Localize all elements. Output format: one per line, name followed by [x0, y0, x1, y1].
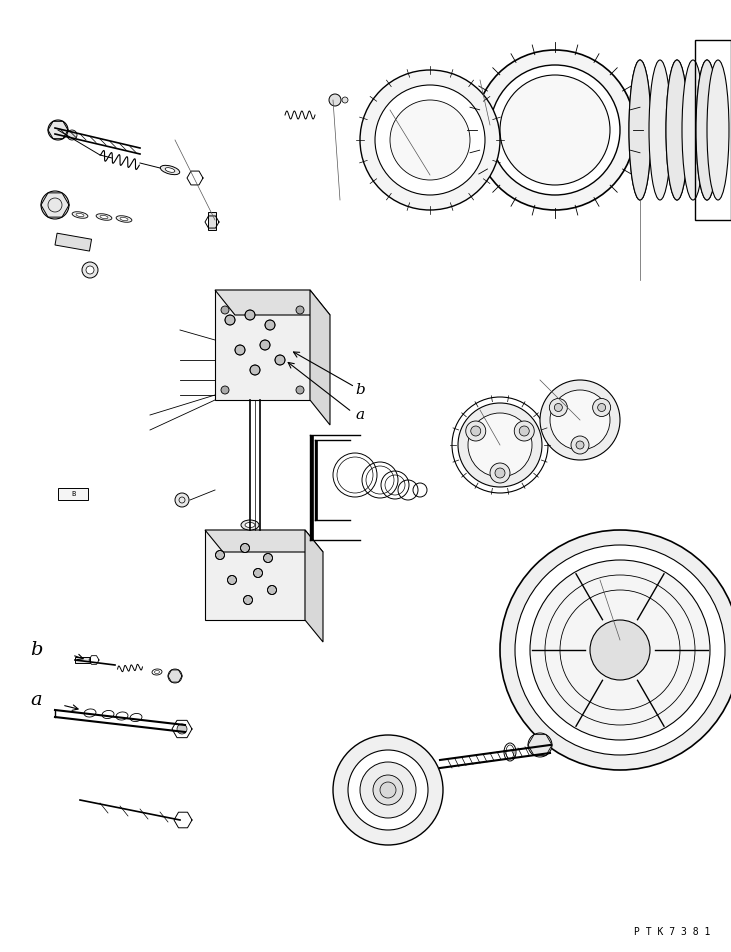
- Circle shape: [243, 596, 252, 605]
- Circle shape: [245, 310, 255, 320]
- Polygon shape: [305, 530, 323, 642]
- Ellipse shape: [629, 60, 651, 200]
- Text: P T K 7 3 8 1: P T K 7 3 8 1: [634, 927, 710, 937]
- Circle shape: [490, 65, 620, 195]
- Polygon shape: [205, 530, 323, 552]
- Circle shape: [475, 50, 635, 210]
- Ellipse shape: [245, 523, 255, 527]
- Bar: [310, 435, 313, 540]
- Circle shape: [550, 390, 610, 450]
- Polygon shape: [215, 290, 310, 400]
- Circle shape: [275, 355, 285, 365]
- Circle shape: [41, 191, 69, 219]
- Circle shape: [240, 544, 249, 552]
- Ellipse shape: [649, 60, 671, 200]
- Circle shape: [268, 585, 276, 594]
- Circle shape: [216, 550, 224, 560]
- Polygon shape: [215, 290, 330, 315]
- Circle shape: [296, 306, 304, 314]
- Text: b: b: [355, 383, 365, 397]
- Circle shape: [260, 340, 270, 350]
- Circle shape: [554, 404, 562, 411]
- Polygon shape: [310, 290, 330, 425]
- Text: a: a: [30, 691, 42, 709]
- Ellipse shape: [116, 216, 132, 222]
- Circle shape: [333, 735, 443, 845]
- Circle shape: [490, 463, 510, 483]
- Ellipse shape: [76, 213, 84, 217]
- Ellipse shape: [96, 214, 112, 220]
- Circle shape: [360, 762, 416, 818]
- Circle shape: [227, 576, 237, 585]
- Circle shape: [598, 404, 606, 411]
- Circle shape: [82, 262, 98, 278]
- Circle shape: [177, 724, 187, 734]
- Circle shape: [500, 75, 610, 185]
- Ellipse shape: [100, 215, 108, 219]
- Ellipse shape: [696, 60, 718, 200]
- Circle shape: [380, 782, 396, 798]
- Ellipse shape: [666, 60, 688, 200]
- Circle shape: [519, 426, 529, 436]
- Circle shape: [528, 733, 552, 757]
- Ellipse shape: [682, 60, 704, 200]
- Circle shape: [67, 130, 77, 140]
- Bar: [208, 212, 216, 230]
- Circle shape: [571, 436, 589, 454]
- Circle shape: [540, 380, 620, 460]
- Circle shape: [390, 100, 470, 180]
- Circle shape: [458, 403, 542, 487]
- Ellipse shape: [160, 166, 180, 174]
- Bar: [58, 488, 88, 500]
- Circle shape: [514, 421, 534, 441]
- Circle shape: [175, 493, 189, 507]
- Bar: [695, 40, 731, 220]
- Circle shape: [225, 315, 235, 325]
- Circle shape: [576, 441, 584, 449]
- Ellipse shape: [120, 217, 128, 221]
- Ellipse shape: [72, 211, 88, 218]
- Circle shape: [265, 320, 275, 330]
- Bar: [75, 657, 90, 663]
- Circle shape: [495, 468, 505, 478]
- Circle shape: [593, 399, 610, 417]
- Circle shape: [86, 266, 94, 274]
- Circle shape: [263, 553, 273, 563]
- Circle shape: [500, 530, 731, 770]
- Ellipse shape: [666, 60, 688, 200]
- Circle shape: [168, 669, 182, 683]
- Circle shape: [373, 775, 403, 805]
- Circle shape: [221, 386, 229, 394]
- Circle shape: [342, 97, 348, 103]
- Ellipse shape: [696, 60, 718, 200]
- Ellipse shape: [707, 60, 729, 200]
- Circle shape: [468, 413, 532, 477]
- Circle shape: [530, 560, 710, 740]
- Polygon shape: [205, 530, 305, 620]
- Circle shape: [221, 306, 229, 314]
- Circle shape: [515, 545, 725, 755]
- Circle shape: [296, 386, 304, 394]
- Circle shape: [254, 568, 262, 578]
- Text: B: B: [71, 491, 75, 497]
- Circle shape: [471, 426, 481, 436]
- Circle shape: [375, 85, 485, 195]
- Circle shape: [48, 120, 68, 140]
- Circle shape: [550, 399, 567, 417]
- Ellipse shape: [629, 60, 651, 200]
- Circle shape: [329, 94, 341, 106]
- Circle shape: [360, 70, 500, 210]
- Text: a: a: [355, 408, 364, 422]
- Text: b: b: [30, 641, 42, 659]
- Bar: [315, 440, 317, 520]
- Bar: [55, 233, 91, 251]
- Circle shape: [250, 365, 260, 375]
- Ellipse shape: [165, 168, 175, 172]
- Circle shape: [235, 345, 245, 355]
- Circle shape: [590, 620, 650, 680]
- Circle shape: [466, 421, 486, 441]
- Ellipse shape: [241, 520, 259, 530]
- Circle shape: [348, 750, 428, 830]
